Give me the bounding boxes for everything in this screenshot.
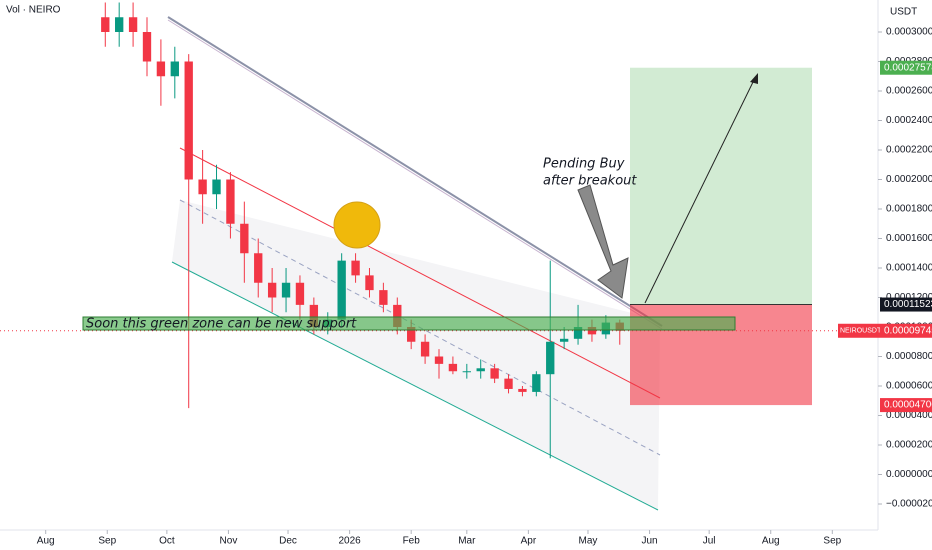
candle-body	[142, 32, 152, 62]
symbol-label-bg	[838, 323, 880, 338]
price-label-bg	[880, 297, 932, 312]
channel-fill	[172, 200, 660, 510]
arrow-target	[644, 79, 755, 304]
candle-body	[170, 61, 179, 77]
price-label: 0.00004706	[884, 400, 932, 411]
candle-body	[184, 61, 193, 180]
annotations: Soon this green zone can be new support …	[6, 5, 917, 332]
trendline	[167, 19, 663, 330]
candle-body	[101, 17, 110, 32]
x-tick-label: Sep	[823, 536, 841, 547]
x-tick-label: Aug	[37, 536, 55, 547]
trendline	[167, 16, 663, 327]
candle-body	[337, 260, 346, 320]
candle-body	[490, 368, 499, 379]
x-tick-label: Jun	[641, 536, 657, 547]
candle-body	[198, 179, 207, 195]
candle-body	[295, 282, 305, 305]
y-tick-label: 0.00030000	[886, 27, 932, 38]
candle-body	[434, 356, 444, 364]
currency: USDT	[890, 7, 917, 18]
x-tick-label: Feb	[403, 536, 421, 547]
candle-body	[532, 374, 541, 392]
candle-body	[559, 338, 569, 342]
drawings	[167, 16, 663, 511]
x-tick-label: Jul	[703, 536, 716, 547]
grid	[45, 31, 882, 534]
pending-text: Pending Buy	[543, 157, 625, 172]
pending-text: after breakout	[543, 174, 637, 189]
support-zone	[82, 316, 736, 331]
zone-text: Soon this green zone can be new support	[86, 317, 357, 332]
candle-body	[226, 179, 235, 224]
candle-body	[476, 368, 485, 372]
price-label-bg	[880, 398, 932, 413]
candle-body	[267, 282, 277, 298]
candle-body	[115, 17, 124, 32]
arrowhead	[750, 73, 758, 84]
x-tick-label: Oct	[159, 536, 175, 547]
channel-top	[179, 147, 661, 399]
x-tick-label: Nov	[220, 536, 238, 547]
candle-body	[546, 341, 555, 375]
candle-body	[504, 378, 513, 389]
x-tick-label: 2026	[338, 536, 361, 547]
arrow-big	[577, 184, 629, 299]
logo	[333, 201, 381, 249]
candle-body	[393, 304, 402, 327]
candle-body	[587, 327, 597, 335]
price-label-bg	[880, 323, 932, 338]
price-label: 0.00027578	[884, 62, 932, 73]
symbol-label: NEIROUSDT	[840, 328, 882, 335]
candle-body	[309, 304, 319, 327]
candle-body	[420, 341, 430, 357]
profit-zone	[630, 67, 812, 305]
x-tick-label: Aug	[762, 536, 780, 547]
candle-body	[407, 327, 416, 342]
candle-body	[156, 61, 166, 77]
price-label: 0.00011523	[884, 299, 932, 310]
legend: Vol · NEIRO	[6, 5, 61, 16]
channel-bottom	[171, 261, 659, 511]
candle-body	[240, 223, 249, 254]
price-label-bg	[880, 60, 932, 75]
x-tick-label: May	[579, 536, 598, 547]
x-tick-label: Sep	[98, 536, 116, 547]
candle-body	[281, 282, 291, 298]
candle-body	[573, 327, 583, 339]
candle-body	[518, 388, 527, 392]
candle-body	[254, 253, 263, 283]
candle-body	[365, 275, 374, 291]
candle-body	[448, 363, 458, 372]
candle-body	[462, 371, 471, 373]
x-tick-label: Mar	[458, 536, 476, 547]
x-tick-label: Dec	[279, 536, 297, 547]
candle-body	[379, 290, 388, 305]
position	[0, 67, 878, 406]
candle-body	[128, 17, 138, 32]
candle-body	[351, 260, 360, 276]
x-tick-label: Apr	[521, 536, 537, 547]
price-label: 0.00009745	[884, 325, 932, 336]
candle-body	[212, 179, 221, 195]
